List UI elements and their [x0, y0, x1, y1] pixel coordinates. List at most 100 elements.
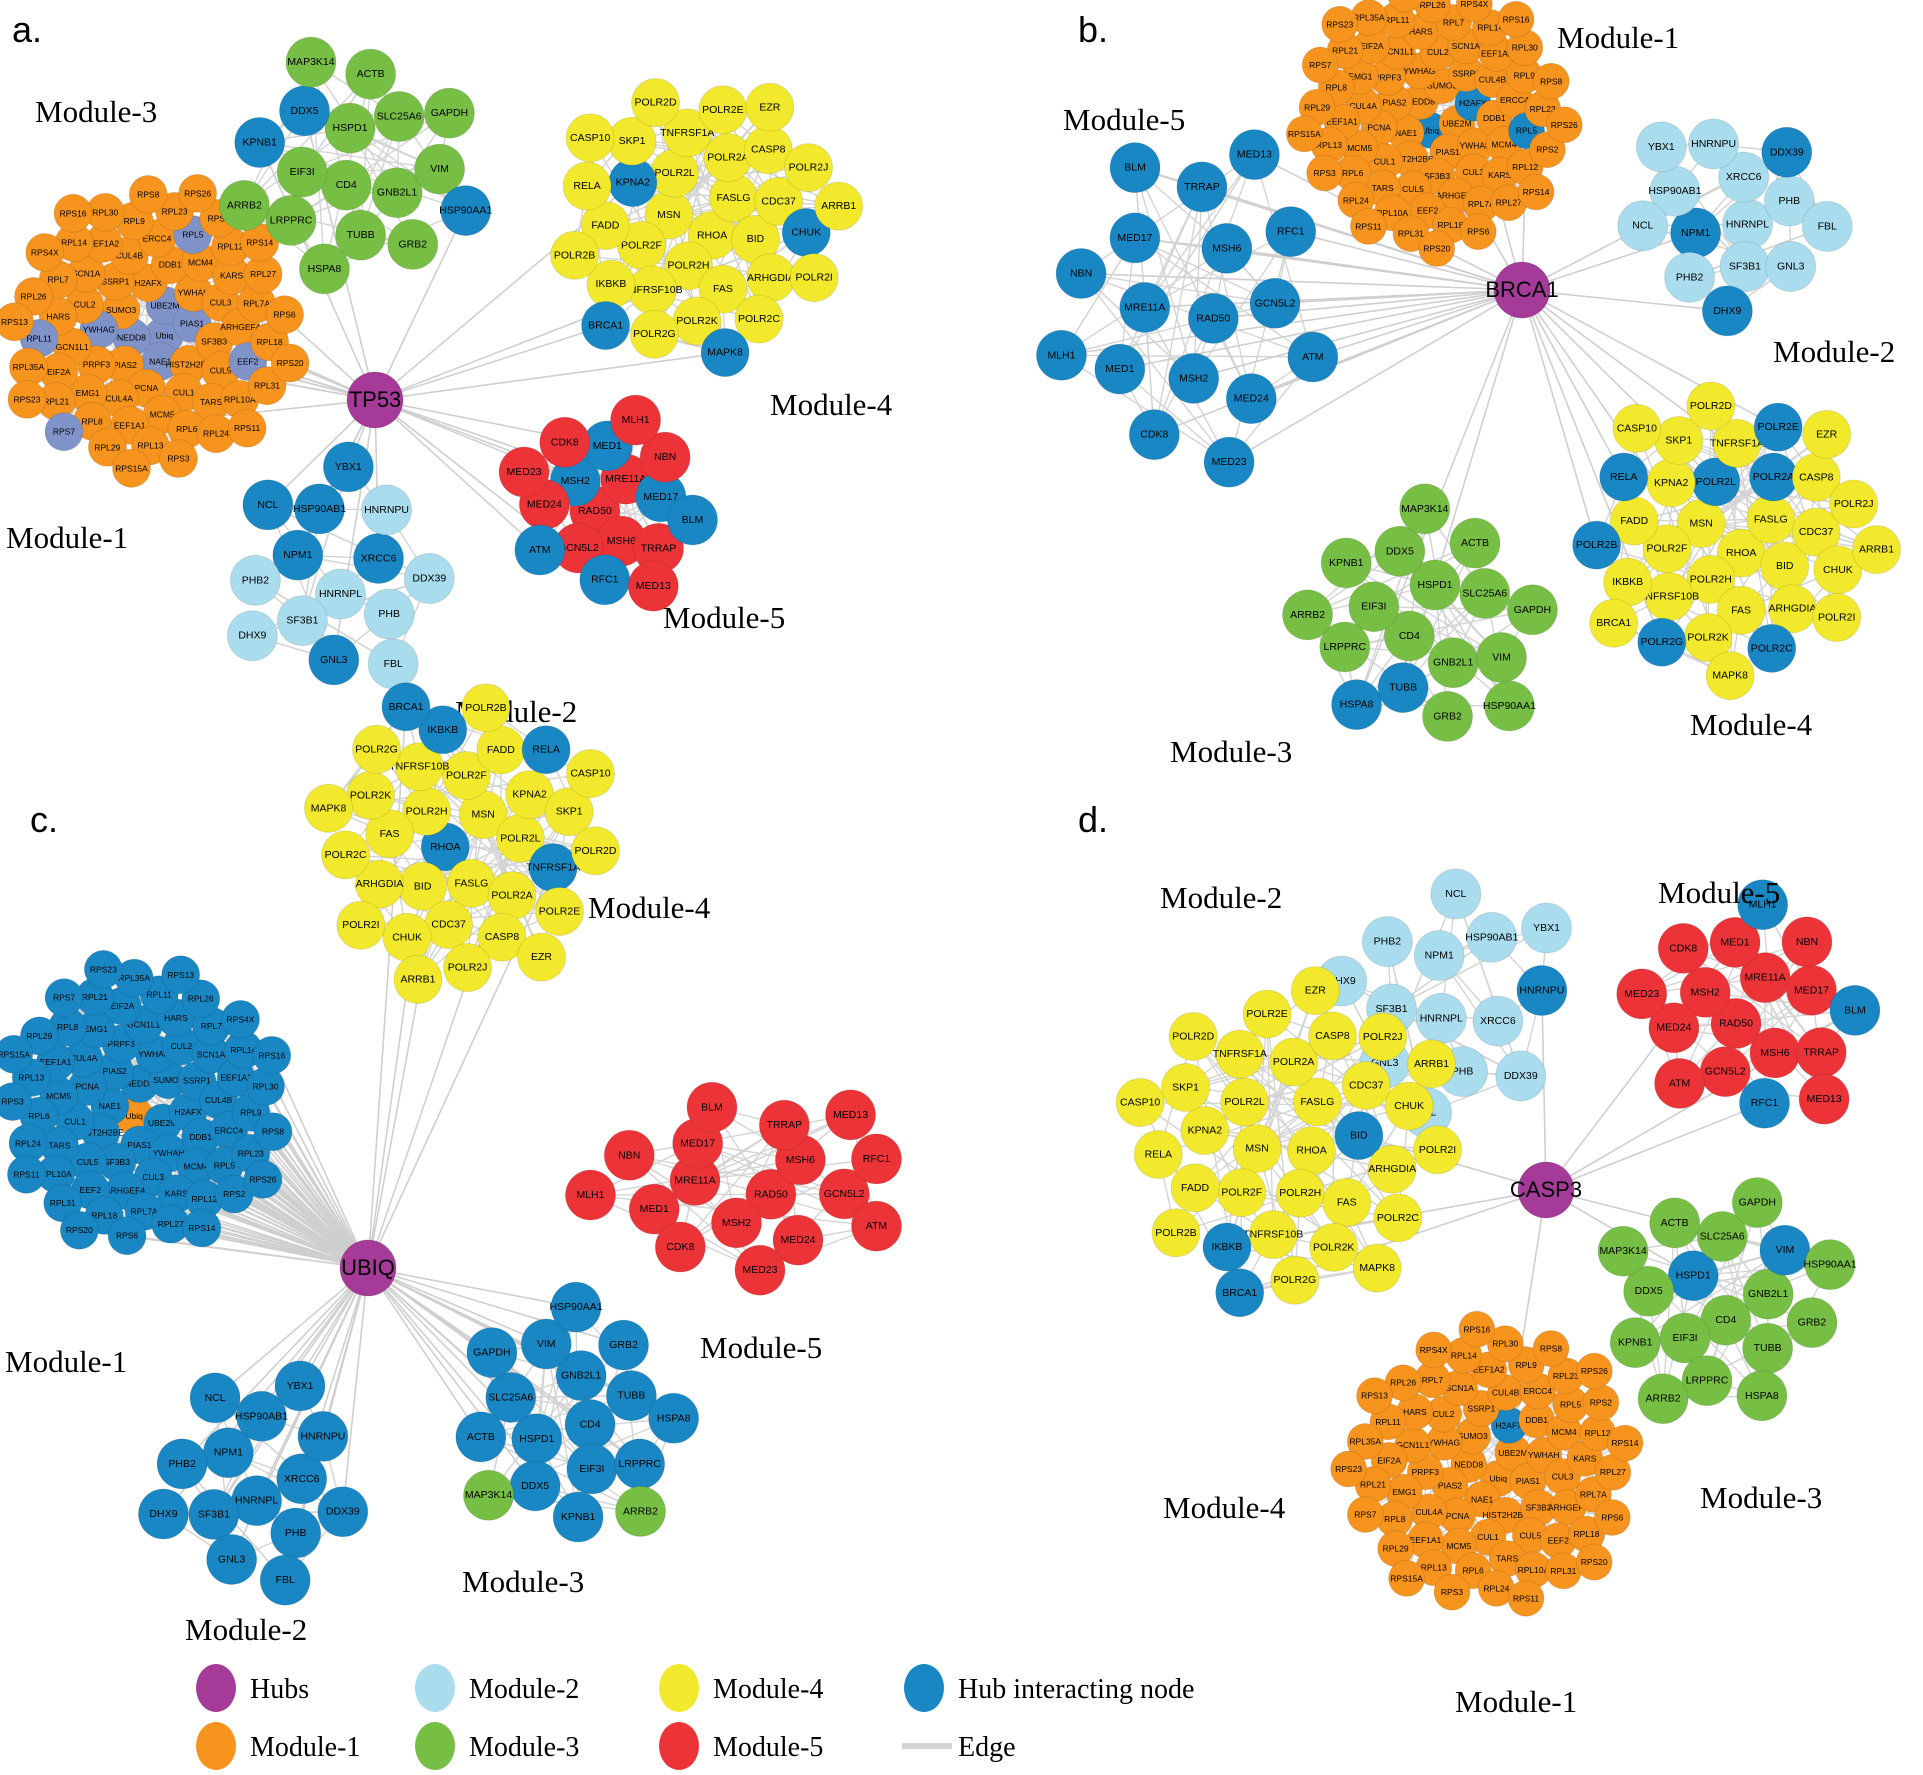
svg-text:RPL13: RPL13 [1421, 1563, 1447, 1573]
hub-edge [214, 1267, 369, 1399]
edge [711, 1106, 799, 1241]
svg-text:RFC1: RFC1 [1277, 226, 1305, 238]
svg-text:MED17: MED17 [643, 491, 678, 503]
node-KPNB1 [1320, 537, 1372, 589]
node-RPS23 [7, 379, 47, 419]
svg-text:MED1: MED1 [593, 440, 622, 452]
svg-text:PCNA: PCNA [1446, 1511, 1470, 1521]
svg-text:RPS7: RPS7 [1354, 1510, 1376, 1520]
svg-text:RPL27: RPL27 [250, 269, 276, 279]
svg-text:UBE2M: UBE2M [1498, 1448, 1527, 1458]
legend: Hubs Module-2 Module-4 Hub interacting node… [196, 1664, 1194, 1770]
svg-text:HNRNPU: HNRNPU [300, 1430, 345, 1442]
svg-text:ATM: ATM [866, 1220, 887, 1232]
node-POLR2D [1168, 1011, 1218, 1061]
node-SLC25A6 [1696, 1210, 1748, 1262]
svg-text:RPL30: RPL30 [253, 1081, 279, 1091]
node-RPS23 [1321, 5, 1359, 43]
svg-text:PHB2: PHB2 [168, 1458, 196, 1470]
edge [1662, 1222, 1676, 1399]
node-RPS15A [0, 1034, 34, 1074]
svg-text:EEF1A2: EEF1A2 [220, 1073, 252, 1083]
svg-text:HSP90AA1: HSP90AA1 [439, 205, 492, 217]
node-MAP3K14 [463, 1469, 515, 1521]
node-ARHGDIA [1367, 1144, 1417, 1194]
svg-text:TARS: TARS [1496, 1554, 1518, 1564]
hub-UBIQ [339, 1239, 397, 1297]
hub-edge [367, 1267, 624, 1346]
svg-text:ARHGEF4: ARHGEF4 [1548, 1502, 1588, 1512]
svg-text:SLC25A6: SLC25A6 [1700, 1230, 1745, 1242]
svg-text:POLR2F: POLR2F [1221, 1187, 1262, 1199]
svg-text:RPL30: RPL30 [1492, 1339, 1518, 1349]
panel-a: Ubiq NEDD8 UBE2M NAE1 SUMO3 PIAS1 PIAS2 H2AFX HI… [0, 9, 893, 729]
svg-text:Ubiq: Ubiq [156, 330, 174, 340]
node-XRCC6 [276, 1453, 328, 1505]
svg-text:CASP8: CASP8 [751, 144, 786, 156]
svg-text:TUBB: TUBB [347, 229, 375, 241]
svg-text:MRE11A: MRE11A [1745, 972, 1786, 984]
svg-text:MED24: MED24 [1656, 1022, 1691, 1034]
edge [1701, 522, 1877, 551]
node-YBX1 [1521, 902, 1573, 954]
svg-text:TNFRSF10B: TNFRSF10B [1243, 1229, 1303, 1241]
node-CDK8 [539, 416, 591, 468]
svg-text:LRPPRC: LRPPRC [1323, 641, 1366, 653]
svg-text:CHUK: CHUK [392, 931, 422, 943]
svg-text:POLR2G: POLR2G [1274, 1274, 1317, 1286]
svg-text:HARS: HARS [164, 1013, 188, 1023]
node-CASP10 [565, 113, 615, 163]
svg-text:SCN1A: SCN1A [197, 1049, 226, 1059]
svg-text:POLR2D: POLR2D [574, 845, 616, 857]
svg-text:CHUK: CHUK [1394, 1100, 1424, 1112]
node-BRCA1 [381, 682, 431, 732]
svg-text:TNFRSF1A: TNFRSF1A [526, 862, 580, 874]
svg-text:RPS26: RPS26 [249, 1174, 276, 1184]
node-RPS4X [1415, 1331, 1453, 1369]
legend-label-hubs: Hubs [250, 1674, 309, 1705]
node-EIF3I [276, 146, 328, 198]
svg-text:POLR2L: POLR2L [1696, 476, 1736, 488]
edge [629, 1154, 845, 1195]
svg-text:NAE1: NAE1 [1395, 128, 1417, 138]
svg-text:HSPA8: HSPA8 [1745, 1390, 1779, 1402]
svg-text:CDK8: CDK8 [551, 436, 579, 448]
hub-edge [1154, 289, 1523, 436]
node-NCL [189, 1372, 241, 1424]
svg-text:SLC25A6: SLC25A6 [377, 111, 422, 123]
svg-text:RPL35A: RPL35A [1353, 13, 1385, 23]
svg-text:BRCA1: BRCA1 [588, 320, 623, 332]
node-CDK8 [1657, 922, 1709, 974]
node-TNFRSF1A [662, 108, 712, 158]
node-HNRNPU [361, 484, 413, 536]
edge [1345, 562, 1502, 659]
svg-text:YBX1: YBX1 [335, 461, 362, 473]
svg-text:HSPA8: HSPA8 [657, 1412, 691, 1424]
svg-text:GCN5L2: GCN5L2 [1705, 1066, 1746, 1078]
node-EZR [1802, 409, 1852, 459]
node-NCL [242, 479, 294, 531]
node-ARRB1 [1407, 1039, 1457, 1089]
svg-text:RPL24: RPL24 [1483, 1583, 1509, 1593]
edge [1307, 542, 1476, 616]
node-MAPK8 [1352, 1243, 1402, 1293]
hub-edge [1193, 289, 1523, 380]
svg-text:NPM1: NPM1 [214, 1447, 243, 1459]
node-RELA [521, 725, 571, 775]
legend-label-edge: Edge [958, 1732, 1016, 1763]
svg-text:PHB: PHB [1779, 195, 1801, 207]
edge [1344, 609, 1533, 648]
svg-text:EEF1A2: EEF1A2 [1481, 49, 1513, 59]
hub-edge [374, 210, 467, 401]
svg-text:CASP8: CASP8 [1799, 471, 1834, 483]
node-RPS7 [44, 978, 84, 1018]
svg-text:VIM: VIM [1492, 652, 1511, 664]
hub-label-TP53: TP53 [349, 387, 402, 412]
svg-text:YWHAH: YWHAH [178, 288, 210, 298]
svg-text:RPS4X: RPS4X [227, 1014, 255, 1024]
svg-text:RPS8: RPS8 [1540, 1344, 1562, 1354]
svg-text:DHX9: DHX9 [149, 1508, 177, 1520]
svg-text:RPS3: RPS3 [1441, 1587, 1463, 1597]
svg-text:RPS7: RPS7 [53, 993, 75, 1003]
